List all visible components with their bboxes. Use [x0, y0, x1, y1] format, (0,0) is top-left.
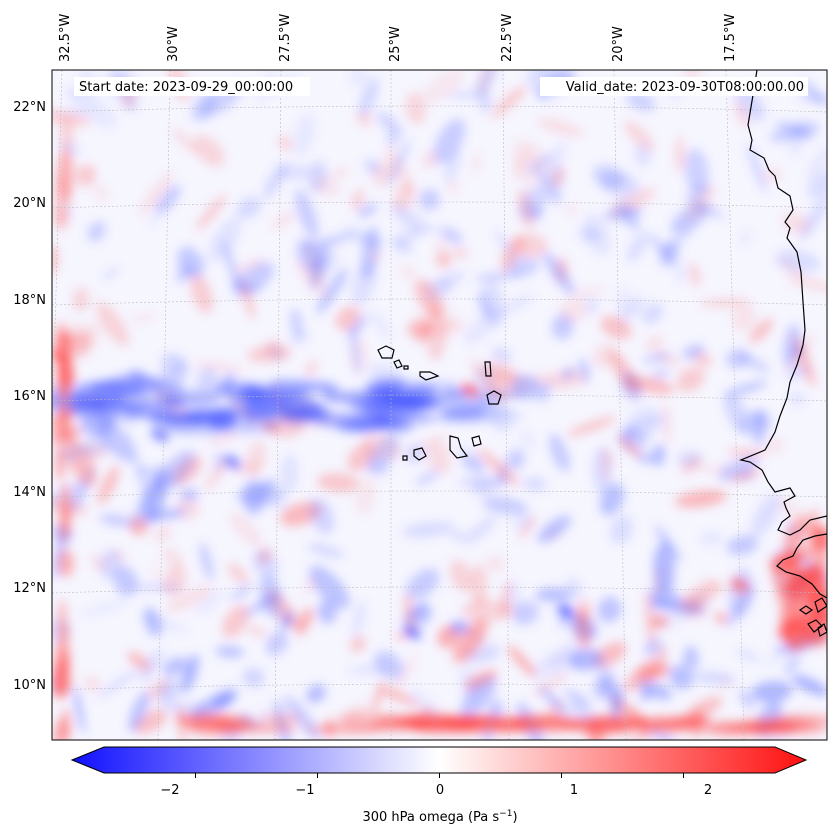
colorbar-title: 300 hPa omega (Pa s−1): [362, 809, 517, 825]
colorbar-tick-label: 1: [570, 783, 578, 798]
parallel-line: [52, 490, 827, 498]
parallel-line: [52, 586, 827, 594]
lat-tick-label: 18°N: [13, 293, 46, 308]
map-frame: [51, 69, 828, 741]
colorbar-ticks: [195, 773, 684, 778]
maio-island: [471, 435, 482, 447]
lat-tick-label: 12°N: [13, 581, 46, 596]
parallel-line: [52, 298, 827, 306]
lat-tick-label: 20°N: [13, 196, 46, 211]
lon-tick-label: 32.5°W: [58, 14, 73, 62]
latitude-labels: 22°N 20°N 18°N 16°N 14°N 12°N 10°N: [13, 100, 46, 693]
colorbar-tick-label: 2: [704, 783, 712, 798]
colorbar-tick-label: −1: [295, 783, 314, 798]
lon-tick-label: 22.5°W: [500, 14, 515, 62]
lon-tick-label: 30°W: [166, 26, 181, 62]
lon-tick-label: 20°W: [611, 26, 626, 62]
santa-luzia-island: [403, 365, 409, 370]
start-date-box: [74, 77, 310, 96]
lon-tick-label: 17.5°W: [723, 14, 738, 62]
colorbar-bar: [70, 746, 808, 774]
parallel-line: [52, 683, 827, 691]
bijagos-islands: [798, 597, 827, 637]
lat-tick-label: 22°N: [13, 100, 46, 115]
sao-vicente-island: [393, 359, 403, 369]
valid-date-label: Valid_date: 2023-09-30T08:00:00.00: [566, 80, 804, 95]
boa-vista-island: [486, 390, 502, 405]
colorbar-tick-label: −2: [160, 783, 179, 798]
gridlines: [52, 70, 827, 740]
fogo-island: [413, 447, 427, 461]
santo-antao-island: [377, 345, 395, 359]
sal-island: [484, 361, 492, 377]
colorbar: −2 −1 0 1 2 300 hPa omega (Pa s−1): [70, 746, 808, 825]
lat-tick-label: 14°N: [13, 485, 46, 500]
map-panel: Start date: 2023-09-29_00:00:00 Valid_da…: [51, 69, 828, 741]
lon-tick-label: 27.5°W: [278, 14, 293, 62]
lat-tick-label: 10°N: [13, 678, 46, 693]
parallel-line: [52, 394, 827, 402]
colorbar-tick-label: 0: [436, 783, 444, 798]
longitude-labels: 32.5°W 30°W 27.5°W 25°W 22.5°W 20°W 17.5…: [58, 14, 738, 62]
coastlines: [377, 70, 827, 637]
sao-nicolau-island: [419, 371, 440, 381]
parallel-line: [52, 105, 827, 113]
lat-tick-label: 16°N: [13, 389, 46, 404]
valid-date-box: [540, 77, 808, 96]
lon-tick-label: 25°W: [388, 26, 403, 62]
omega-field: [52, 70, 827, 740]
parallel-line: [52, 201, 827, 209]
start-date-label: Start date: 2023-09-29_00:00:00: [79, 80, 293, 95]
brava-island: [402, 455, 408, 461]
africa-coastline: [739, 70, 827, 536]
santiago-island: [449, 435, 469, 459]
guinea-coastline: [776, 533, 827, 599]
